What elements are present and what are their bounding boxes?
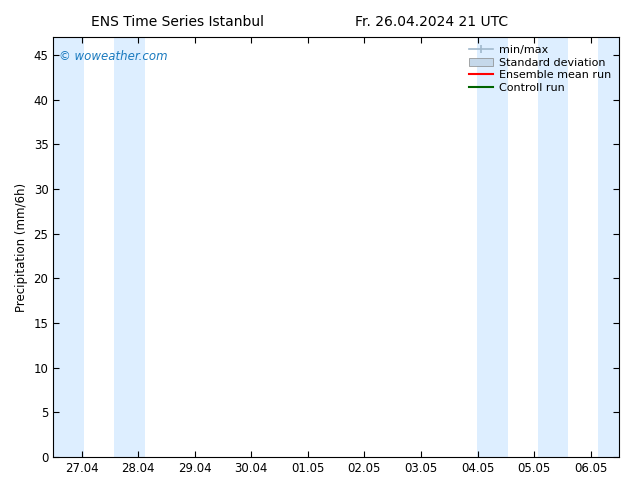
Bar (598, 37, 619, 457)
Legend: min/max, Standard deviation, Ensemble mean run, Controll run: min/max, Standard deviation, Ensemble me… (467, 43, 614, 96)
Bar (477, 37, 508, 457)
Bar (114, 37, 145, 457)
Bar (53, 37, 84, 457)
Text: © woweather.com: © woweather.com (59, 49, 167, 63)
Text: Fr. 26.04.2024 21 UTC: Fr. 26.04.2024 21 UTC (354, 15, 508, 29)
Bar (538, 37, 568, 457)
Y-axis label: Precipitation (mm/6h): Precipitation (mm/6h) (15, 183, 28, 312)
Text: ENS Time Series Istanbul: ENS Time Series Istanbul (91, 15, 264, 29)
